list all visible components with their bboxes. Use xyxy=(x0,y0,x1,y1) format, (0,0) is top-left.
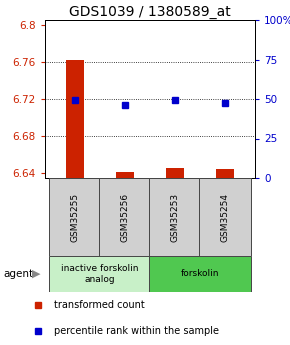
Text: transformed count: transformed count xyxy=(55,300,145,310)
Text: forskolin: forskolin xyxy=(181,269,219,278)
Text: GSM35256: GSM35256 xyxy=(121,193,130,242)
Bar xyxy=(166,168,184,178)
Bar xyxy=(149,178,201,256)
Bar xyxy=(116,172,134,178)
Bar xyxy=(99,178,151,256)
Title: GDS1039 / 1380589_at: GDS1039 / 1380589_at xyxy=(69,5,231,19)
Text: GSM35253: GSM35253 xyxy=(171,193,180,242)
Text: ▶: ▶ xyxy=(32,269,41,279)
Bar xyxy=(216,169,234,178)
Text: GSM35254: GSM35254 xyxy=(221,193,230,242)
Text: agent: agent xyxy=(3,269,33,279)
Text: GSM35255: GSM35255 xyxy=(70,193,79,242)
Bar xyxy=(66,60,84,178)
Text: percentile rank within the sample: percentile rank within the sample xyxy=(55,326,219,336)
Text: inactive forskolin
analog: inactive forskolin analog xyxy=(61,264,139,284)
Bar xyxy=(149,256,251,292)
Bar xyxy=(49,256,151,292)
Bar xyxy=(200,178,251,256)
Bar xyxy=(49,178,101,256)
